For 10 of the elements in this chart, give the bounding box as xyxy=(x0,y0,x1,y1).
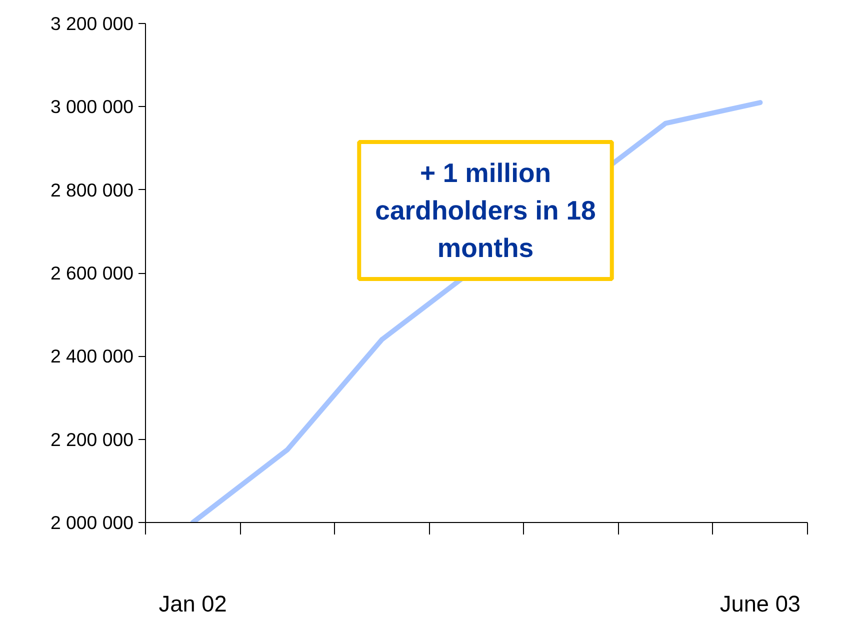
annotation: + 1 million cardholders in 18 months xyxy=(375,158,596,263)
y-tick-label: 2 000 000 xyxy=(50,512,134,533)
y-tick-label: 3 200 000 xyxy=(50,13,134,34)
y-tick-label: 2 400 000 xyxy=(50,346,134,367)
y-tick-label: 2 600 000 xyxy=(50,262,134,284)
x-tick-label: Jan 02 xyxy=(158,590,227,616)
x-tick-label: June 03 xyxy=(720,590,801,616)
y-tick-label: 3 000 000 xyxy=(50,96,134,118)
y-tick-label: 2 800 000 xyxy=(50,179,134,200)
y-tick-label: 2 200 000 xyxy=(50,428,134,450)
